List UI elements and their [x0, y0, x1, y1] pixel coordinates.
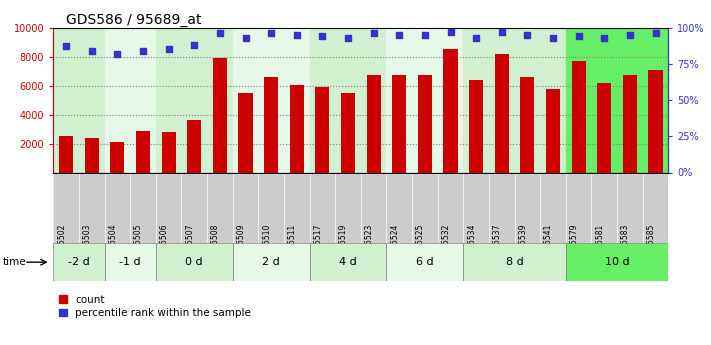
Point — [471, 35, 482, 40]
Bar — [238, 93, 252, 172]
Bar — [464, 243, 566, 281]
Bar — [309, 28, 387, 172]
Bar — [53, 243, 105, 281]
Bar — [187, 120, 201, 172]
Bar — [59, 136, 73, 172]
Bar — [264, 77, 278, 172]
Bar — [387, 243, 464, 281]
Bar — [520, 77, 535, 172]
Bar — [597, 83, 611, 172]
Point — [291, 32, 302, 38]
Point — [445, 29, 456, 35]
Bar — [85, 138, 99, 172]
Bar — [53, 28, 105, 172]
Bar — [156, 28, 232, 172]
Point — [624, 32, 636, 38]
Point — [522, 32, 533, 38]
Point — [650, 31, 661, 36]
Text: 4 d: 4 d — [339, 257, 357, 267]
Text: GDS586 / 95689_at: GDS586 / 95689_at — [65, 12, 201, 27]
Point — [496, 29, 508, 35]
Point — [60, 44, 72, 49]
Legend: count, percentile rank within the sample: count, percentile rank within the sample — [58, 295, 251, 318]
Bar — [289, 85, 304, 172]
Bar — [232, 28, 309, 172]
Point — [112, 51, 123, 57]
Text: 0 d: 0 d — [186, 257, 203, 267]
Point — [214, 31, 225, 36]
Text: 2 d: 2 d — [262, 257, 280, 267]
Bar — [213, 58, 227, 172]
Bar — [566, 28, 668, 172]
Text: 10 d: 10 d — [605, 257, 629, 267]
Text: 8 d: 8 d — [506, 257, 523, 267]
Text: time: time — [3, 257, 26, 267]
Bar — [464, 28, 566, 172]
Point — [137, 48, 149, 53]
Bar — [161, 132, 176, 172]
Point — [265, 31, 277, 36]
Bar — [566, 243, 668, 281]
Point — [163, 47, 174, 52]
Bar — [105, 28, 156, 172]
Point — [342, 35, 353, 40]
Bar — [110, 142, 124, 172]
Point — [599, 35, 610, 40]
Bar — [418, 76, 432, 172]
Bar — [387, 28, 464, 172]
Text: -2 d: -2 d — [68, 257, 90, 267]
Bar — [648, 70, 663, 172]
Bar — [309, 243, 387, 281]
Bar — [444, 49, 458, 172]
Bar — [572, 61, 586, 172]
Bar — [316, 87, 329, 172]
Point — [316, 33, 328, 39]
Bar — [136, 131, 150, 172]
Bar — [495, 54, 509, 172]
Bar — [392, 76, 406, 172]
Bar — [105, 243, 156, 281]
Bar — [546, 89, 560, 172]
Bar — [367, 76, 380, 172]
Point — [368, 31, 380, 36]
Bar — [469, 80, 483, 172]
Point — [240, 35, 251, 40]
Point — [188, 42, 200, 48]
Point — [547, 35, 559, 40]
Point — [394, 32, 405, 38]
Bar — [156, 243, 232, 281]
Point — [419, 32, 431, 38]
Text: -1 d: -1 d — [119, 257, 141, 267]
Bar — [623, 75, 637, 172]
Text: 6 d: 6 d — [416, 257, 434, 267]
Bar — [341, 93, 355, 172]
Bar — [232, 243, 309, 281]
Point — [86, 48, 97, 53]
Point — [573, 33, 584, 39]
